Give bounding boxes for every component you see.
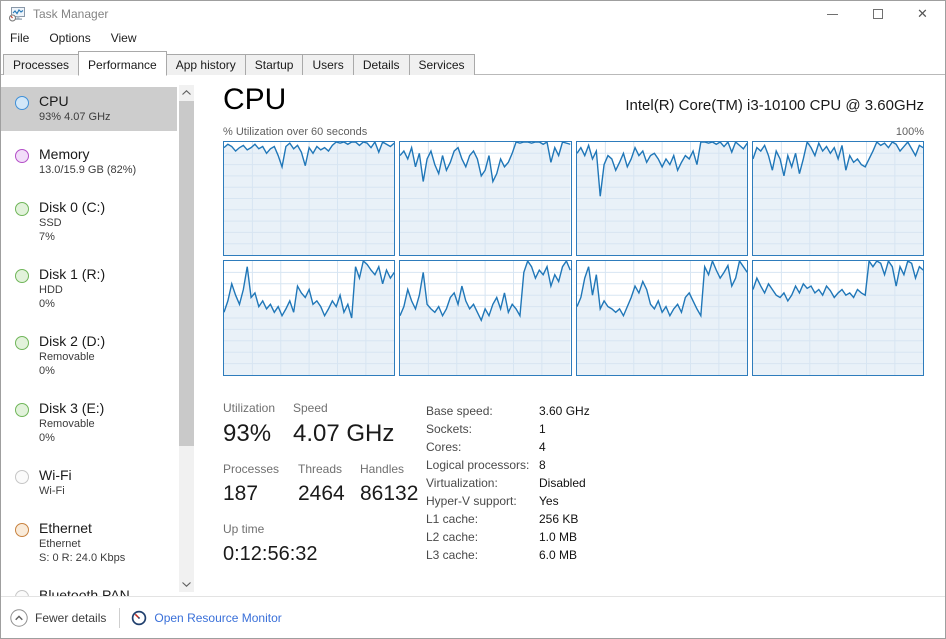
cpu-core-graph-4[interactable] [751,141,924,256]
tab-processes[interactable]: Processes [3,54,80,75]
resource-monitor-icon [132,610,147,625]
tab-app-history[interactable]: App history [165,54,246,75]
status-divider [119,607,121,628]
maximize-button[interactable] [855,1,900,27]
cpu-model-label: Intel(R) Core(TM) i3-10100 CPU @ 3.60GHz [625,97,924,114]
title-bar: Task Manager ✕ [1,1,945,27]
spec-label: L3 cache: [426,548,479,562]
spec-value: Yes [539,494,559,508]
spec-label: L2 cache: [426,530,479,544]
threads-label: Threads [298,462,343,476]
tab-services[interactable]: Services [408,54,475,75]
processes-label: Processes [223,462,280,476]
memory-status-icon [15,149,29,163]
scrollbar-thumb[interactable] [179,101,194,446]
graph-max-label: 100% [895,126,924,138]
disk-status-icon [15,403,29,417]
tab-users[interactable]: Users [302,54,354,75]
fewer-details-button[interactable]: Fewer details [35,610,107,625]
utilization-value: 93% [223,420,272,447]
task-manager-icon [9,7,25,22]
spec-value: 1.0 MB [539,530,578,544]
sidebar-item-disk0[interactable]: Disk 0 (C:) SSD 7% [1,193,177,251]
menu-options[interactable]: Options [49,31,91,45]
minimize-icon [827,13,838,15]
open-resource-monitor-link[interactable]: Open Resource Monitor [131,610,282,626]
spec-value: 256 KB [539,512,579,526]
scroll-up-icon[interactable] [179,85,194,100]
sidebar-item-wifi[interactable]: Wi-Fi Wi-Fi [1,461,177,505]
speed-label: Speed [293,401,328,415]
scroll-down-icon[interactable] [179,577,194,592]
spec-label: Cores: [426,440,462,454]
cpu-stats: Utilization 93% Speed 4.07 GHz Processes… [223,401,924,567]
tab-startup[interactable]: Startup [244,54,304,75]
sidebar-item-memory[interactable]: Memory 13.0/15.9 GB (82%) [1,140,177,184]
spec-value: 6.0 MB [539,548,578,562]
sidebar-item-disk1[interactable]: Disk 1 (R:) HDD 0% [1,260,177,318]
spec-value: 3.60 GHz [539,404,590,418]
menu-file[interactable]: File [10,31,30,45]
spec-value: 1 [539,422,546,436]
spec-value: 8 [539,458,546,472]
uptime-value: 0:12:56:32 [223,543,318,565]
cpu-core-graph-3[interactable] [575,141,748,256]
open-resource-monitor-label: Open Resource Monitor [154,610,282,625]
chevron-up-circle-icon[interactable] [10,608,28,627]
maximize-icon [872,9,883,19]
graph-axis-label: % Utilization over 60 seconds [223,126,368,138]
cpu-core-graph-5[interactable] [223,260,396,376]
spec-label: Virtualization: [426,476,498,490]
cpu-core-graph-1[interactable] [223,141,396,256]
close-icon: ✕ [917,6,928,21]
cpu-panel: CPU Intel(R) Core(TM) i3-10100 CPU @ 3.6… [223,75,924,567]
sidebar-scrollbar[interactable] [179,85,194,592]
cpu-core-graph-2[interactable] [399,141,572,256]
cpu-core-graph-7[interactable] [575,260,748,376]
minimize-button[interactable] [810,1,855,27]
spec-label: L1 cache: [426,512,479,526]
handles-label: Handles [360,462,405,476]
disk-status-icon [15,269,29,283]
spec-value: 4 [539,440,546,454]
performance-content: CPU 93% 4.07 GHz Memory 13.0/15.9 GB (82… [1,75,945,596]
sidebar-item-disk2[interactable]: Disk 2 (D:) Removable 0% [1,327,177,385]
cpu-status-icon [15,96,29,110]
tab-bar: Processes Performance App history Startu… [1,49,945,76]
speed-value: 4.07 GHz [293,420,395,447]
ethernet-status-icon [15,523,29,537]
utilization-label: Utilization [223,401,276,415]
cpu-core-graph-6[interactable] [399,260,572,376]
spec-label: Base speed: [426,404,493,418]
tab-performance[interactable]: Performance [78,51,167,76]
sidebar-item-bluetooth-pan[interactable]: Bluetooth PAN [1,581,177,596]
uptime-label: Up time [223,522,265,536]
cpu-core-graph-8[interactable] [751,260,924,376]
performance-sidebar: CPU 93% 4.07 GHz Memory 13.0/15.9 GB (82… [1,75,179,596]
menu-view[interactable]: View [110,31,137,45]
handles-value: 86132 [360,482,419,505]
spec-label: Sockets: [426,422,473,436]
page-title: CPU [223,83,287,116]
sidebar-item-disk3[interactable]: Disk 3 (E:) Removable 0% [1,394,177,452]
close-button[interactable]: ✕ [900,1,945,27]
cpu-core-graphs [223,141,924,376]
status-bar: Fewer details Open Resource Monitor [1,596,945,638]
window-title: Task Manager [33,7,109,21]
processes-value: 187 [223,482,259,505]
wifi-status-icon [15,470,29,484]
sidebar-item-ethernet[interactable]: Ethernet Ethernet S: 0 R: 24.0 Kbps [1,514,177,572]
spec-value: Disabled [539,476,586,490]
threads-value: 2464 [298,482,345,505]
cpu-spec-list: Base speed: 3.60 GHz Sockets: 1 Cores: 4 Lo… [426,402,590,567]
disk-status-icon [15,202,29,216]
tab-details[interactable]: Details [352,54,410,75]
spec-label: Logical processors: [426,458,530,472]
menu-bar: File Options View [1,27,945,49]
spec-label: Hyper-V support: [426,494,517,508]
sidebar-item-cpu[interactable]: CPU 93% 4.07 GHz [1,87,177,131]
disk-status-icon [15,336,29,350]
